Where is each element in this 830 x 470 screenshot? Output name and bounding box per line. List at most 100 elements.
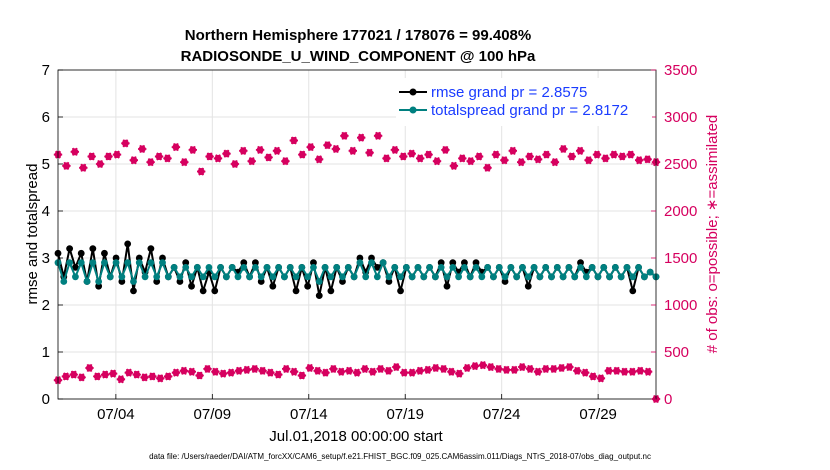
rmse-point — [135, 254, 143, 262]
obs-assimilated-2-star — [636, 366, 645, 375]
obs-assimilated-2-star — [85, 363, 94, 373]
obs-assimilated-2-star — [179, 366, 189, 375]
obs-assimilated-2-star — [108, 369, 118, 378]
obs-assimilated-star — [491, 150, 501, 159]
totalspread-point — [524, 273, 532, 281]
obs-assimilated-star — [576, 146, 585, 155]
rmse-point — [240, 259, 248, 267]
totalspread-point — [536, 273, 544, 281]
obs-assimilated-star — [500, 156, 509, 165]
obs-assimilated-star — [154, 152, 164, 161]
y-right-tick-label: 500 — [664, 344, 689, 361]
obs-assimilated-2-star — [565, 362, 574, 372]
obs-assimilated-star — [306, 142, 315, 152]
rmse-point — [356, 254, 364, 262]
obs-assimilated-2-star — [234, 366, 244, 375]
obs-assimilated-star — [239, 146, 248, 155]
rmse-point — [89, 245, 97, 253]
totalspread-point — [344, 264, 352, 271]
totalspread-point — [611, 264, 619, 271]
rmse-point — [77, 249, 85, 257]
totalspread-point — [379, 259, 387, 267]
y-left-tick-label: 5 — [42, 156, 50, 173]
totalspread-point — [292, 273, 300, 281]
obs-assimilated-star — [70, 147, 79, 156]
obs-assimilated-2-star — [581, 368, 590, 377]
totalspread-point — [559, 273, 567, 281]
obs-assimilated-2-star — [596, 374, 606, 383]
rmse-point — [310, 259, 317, 267]
obs-assimilated-2-star — [360, 364, 370, 374]
obs-assimilated-star — [62, 161, 71, 170]
obs-assimilated-star — [264, 153, 273, 162]
legend-label-rmse: rmse grand pr = 2.8575 — [431, 84, 587, 101]
totalspread-point — [501, 273, 509, 281]
obs-assimilated-2-star — [289, 367, 299, 376]
obs-assimilated-star — [146, 158, 155, 167]
totalspread-point — [188, 273, 195, 281]
obs-assimilated-2-star — [525, 364, 535, 374]
obs-assimilated-2-star — [116, 375, 126, 384]
rmse-point — [257, 278, 265, 285]
obs-assimilated-star — [474, 152, 484, 161]
obs-assimilated-star — [483, 163, 492, 172]
obs-assimilated-star — [550, 158, 560, 167]
legend: rmse grand pr = 2.8575 totalspread grand… — [396, 78, 652, 126]
totalspread-point — [571, 273, 579, 281]
y-right-tick-label: 2000 — [664, 203, 697, 220]
obs-assimilated-star — [592, 150, 602, 159]
obs-assimilated-2-star — [518, 362, 527, 372]
obs-assimilated-star — [197, 167, 206, 176]
totalspread-point — [66, 259, 74, 267]
obs-assimilated-2-star — [588, 372, 598, 381]
rmse-point — [339, 278, 346, 285]
totalspread-point — [553, 264, 561, 271]
obs-assimilated-2-star — [313, 366, 322, 375]
obs-assimilated-star — [390, 145, 400, 154]
obs-assimilated-star — [138, 144, 147, 154]
totalspread-point — [281, 273, 288, 281]
totalspread-point — [205, 264, 213, 271]
rmse-point — [397, 287, 404, 295]
rmse-point — [251, 259, 259, 267]
obs-assimilated-star — [373, 131, 383, 140]
obs-assimilated-2-star — [164, 372, 173, 381]
totalspread-point — [112, 259, 120, 267]
obs-assimilated-2-star — [368, 367, 377, 376]
obs-assimilated-2-star — [628, 367, 637, 376]
totalspread-point — [577, 264, 584, 271]
chart-title-line1: Northern Hemisphere 177021 / 178076 = 99… — [185, 27, 531, 44]
obs-assimilated-2-star — [486, 362, 495, 372]
obs-assimilated-2-star — [407, 368, 417, 377]
obs-assimilated-2-star — [69, 370, 78, 379]
totalspread-point — [431, 273, 439, 281]
y-left-tick-label: 7 — [42, 62, 50, 79]
totalspread-point — [623, 264, 631, 271]
totalspread-point — [478, 273, 486, 281]
rmse-point — [327, 287, 335, 295]
totalspread-point — [240, 264, 248, 271]
rmse-point — [304, 282, 312, 290]
obs-assimilated-2-star — [478, 361, 488, 370]
y-left-tick-label: 3 — [42, 250, 50, 267]
totalspread-point — [321, 264, 329, 271]
obs-assimilated-2-star — [219, 369, 228, 378]
obs-assimilated-star — [213, 154, 223, 163]
obs-assimilated-star — [525, 152, 534, 161]
footer-data-file: data file: /Users/raeder/DAI/ATM_forcXX/… — [149, 452, 651, 461]
totalspread-point — [101, 259, 108, 267]
y-axis-right-label: # of obs: o=possible; ∗=assimilated — [704, 115, 721, 354]
totalspread-point — [118, 273, 126, 281]
y-right-tick-label: 1000 — [664, 297, 697, 314]
rmse-point — [124, 240, 132, 248]
x-tick-label: 07/29 — [579, 406, 617, 423]
totalspread-point — [437, 264, 445, 271]
totalspread-point — [310, 264, 317, 271]
obs-assimilated-star — [87, 152, 96, 161]
totalspread-point — [60, 278, 68, 285]
obs-assimilated-2-star — [101, 370, 110, 379]
obs-assimilated-star — [95, 159, 105, 169]
rmse-point — [437, 259, 445, 267]
totalspread-point — [640, 273, 648, 281]
